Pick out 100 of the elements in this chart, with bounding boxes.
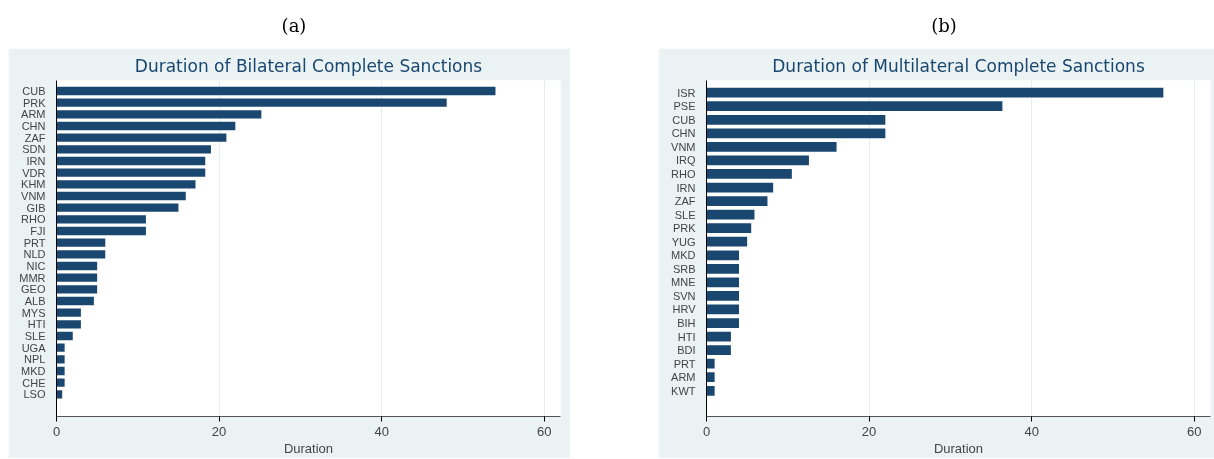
x-tick-label: 20 bbox=[211, 423, 227, 439]
x-axis-title: Duration bbox=[933, 440, 984, 456]
chart-title: Duration of Multilateral Complete Sanctions bbox=[772, 55, 1145, 76]
y-tick-label: ZAF bbox=[24, 131, 46, 144]
y-tick-label: SRB bbox=[672, 262, 696, 275]
bar bbox=[56, 296, 94, 306]
bar bbox=[56, 180, 196, 189]
y-tick-label: HTI bbox=[27, 318, 46, 331]
bar bbox=[706, 304, 740, 315]
bar bbox=[706, 196, 768, 206]
bar bbox=[56, 250, 106, 259]
x-tick-label: 20 bbox=[861, 423, 877, 439]
bar bbox=[56, 378, 65, 387]
y-tick-label: MMR bbox=[19, 271, 46, 284]
bar bbox=[56, 98, 447, 107]
bar bbox=[706, 372, 715, 383]
bar bbox=[56, 308, 81, 317]
bar bbox=[706, 169, 792, 179]
bar bbox=[56, 226, 146, 236]
y-tick-label: CUB bbox=[22, 85, 46, 97]
y-tick-label: ISR bbox=[677, 86, 696, 99]
y-tick-label: IRN bbox=[676, 181, 696, 194]
x-tick-label: 0 bbox=[702, 423, 711, 439]
y-tick-label: FJI bbox=[30, 225, 46, 237]
bar bbox=[706, 250, 740, 261]
bar bbox=[56, 355, 65, 364]
y-tick-label: GEO bbox=[21, 283, 46, 296]
bar bbox=[56, 203, 179, 212]
y-tick-label: ZAF bbox=[674, 195, 696, 208]
bar bbox=[706, 182, 774, 193]
bar bbox=[706, 236, 748, 247]
y-tick-label: UGA bbox=[21, 341, 47, 354]
y-tick-label: MNE bbox=[671, 276, 696, 289]
y-tick-label: SVN bbox=[672, 289, 696, 302]
y-tick-label: ARM bbox=[21, 108, 46, 121]
y-tick-label: PRT bbox=[23, 236, 46, 249]
bar bbox=[706, 318, 740, 328]
bar bbox=[706, 128, 886, 139]
y-tick-label: PRT bbox=[673, 357, 696, 370]
y-tick-label: RHO bbox=[671, 167, 696, 180]
chart-title: Duration of Bilateral Complete Sanctions bbox=[134, 55, 483, 76]
bar bbox=[56, 110, 262, 119]
bar bbox=[56, 145, 211, 154]
y-tick-label: NIC bbox=[26, 260, 46, 272]
bar bbox=[56, 168, 206, 177]
bar bbox=[56, 238, 106, 247]
y-tick-label: ALB bbox=[24, 295, 46, 307]
y-tick-label: KWT bbox=[671, 384, 696, 397]
bar bbox=[706, 385, 715, 396]
x-tick-label: 60 bbox=[537, 423, 552, 439]
y-tick-label: SDN bbox=[22, 143, 46, 156]
y-tick-label: MKD bbox=[671, 249, 696, 262]
bar bbox=[706, 142, 837, 152]
y-tick-label: NPL bbox=[24, 353, 46, 366]
y-tick-label: BDI bbox=[677, 344, 696, 357]
y-tick-label: HRV bbox=[672, 303, 697, 316]
y-tick-label: CHN bbox=[671, 127, 696, 140]
y-tick-label: GIB bbox=[26, 201, 46, 214]
bar bbox=[56, 273, 98, 282]
bar bbox=[706, 263, 740, 274]
y-tick-label: PRK bbox=[672, 222, 697, 235]
y-tick-label: SLE bbox=[24, 330, 46, 342]
bar bbox=[706, 331, 731, 342]
y-tick-label: CHE bbox=[22, 376, 46, 389]
y-tick-label: VNM bbox=[21, 190, 46, 202]
y-tick-label: KHM bbox=[21, 178, 46, 191]
bar bbox=[706, 345, 731, 355]
y-tick-label: RHO bbox=[21, 213, 46, 226]
y-tick-label: HTI bbox=[677, 330, 696, 343]
y-tick-label: SLE bbox=[674, 208, 696, 221]
bar bbox=[56, 261, 98, 271]
bar bbox=[56, 121, 236, 131]
x-tick-label: 40 bbox=[374, 423, 389, 439]
y-tick-label: PRK bbox=[22, 96, 47, 109]
bar bbox=[56, 215, 146, 224]
bar bbox=[706, 223, 752, 234]
bar bbox=[706, 101, 1003, 112]
y-tick-label: LSO bbox=[23, 388, 46, 401]
bar bbox=[56, 366, 65, 376]
y-tick-label: PSE bbox=[673, 100, 696, 113]
bar bbox=[56, 133, 227, 142]
y-tick-label: BIH bbox=[677, 317, 696, 330]
y-tick-label: IRN bbox=[26, 155, 46, 167]
bar bbox=[56, 320, 81, 329]
y-tick-label: NLD bbox=[23, 248, 46, 261]
bar bbox=[56, 86, 496, 96]
text: (a) bbox=[281, 14, 307, 38]
y-tick-label: YUG bbox=[671, 235, 696, 248]
x-tick-label: 0 bbox=[52, 423, 61, 439]
y-tick-label: CUB bbox=[672, 113, 696, 126]
x-tick-label: 60 bbox=[1187, 423, 1202, 439]
y-tick-label: ARM bbox=[671, 371, 696, 384]
bar bbox=[706, 209, 755, 220]
y-tick-label: CHN bbox=[21, 120, 46, 132]
bar bbox=[706, 358, 715, 369]
bar bbox=[56, 191, 186, 201]
bar bbox=[56, 331, 73, 341]
bar bbox=[56, 343, 65, 352]
bar bbox=[706, 291, 740, 301]
x-tick-label: 40 bbox=[1024, 423, 1039, 439]
